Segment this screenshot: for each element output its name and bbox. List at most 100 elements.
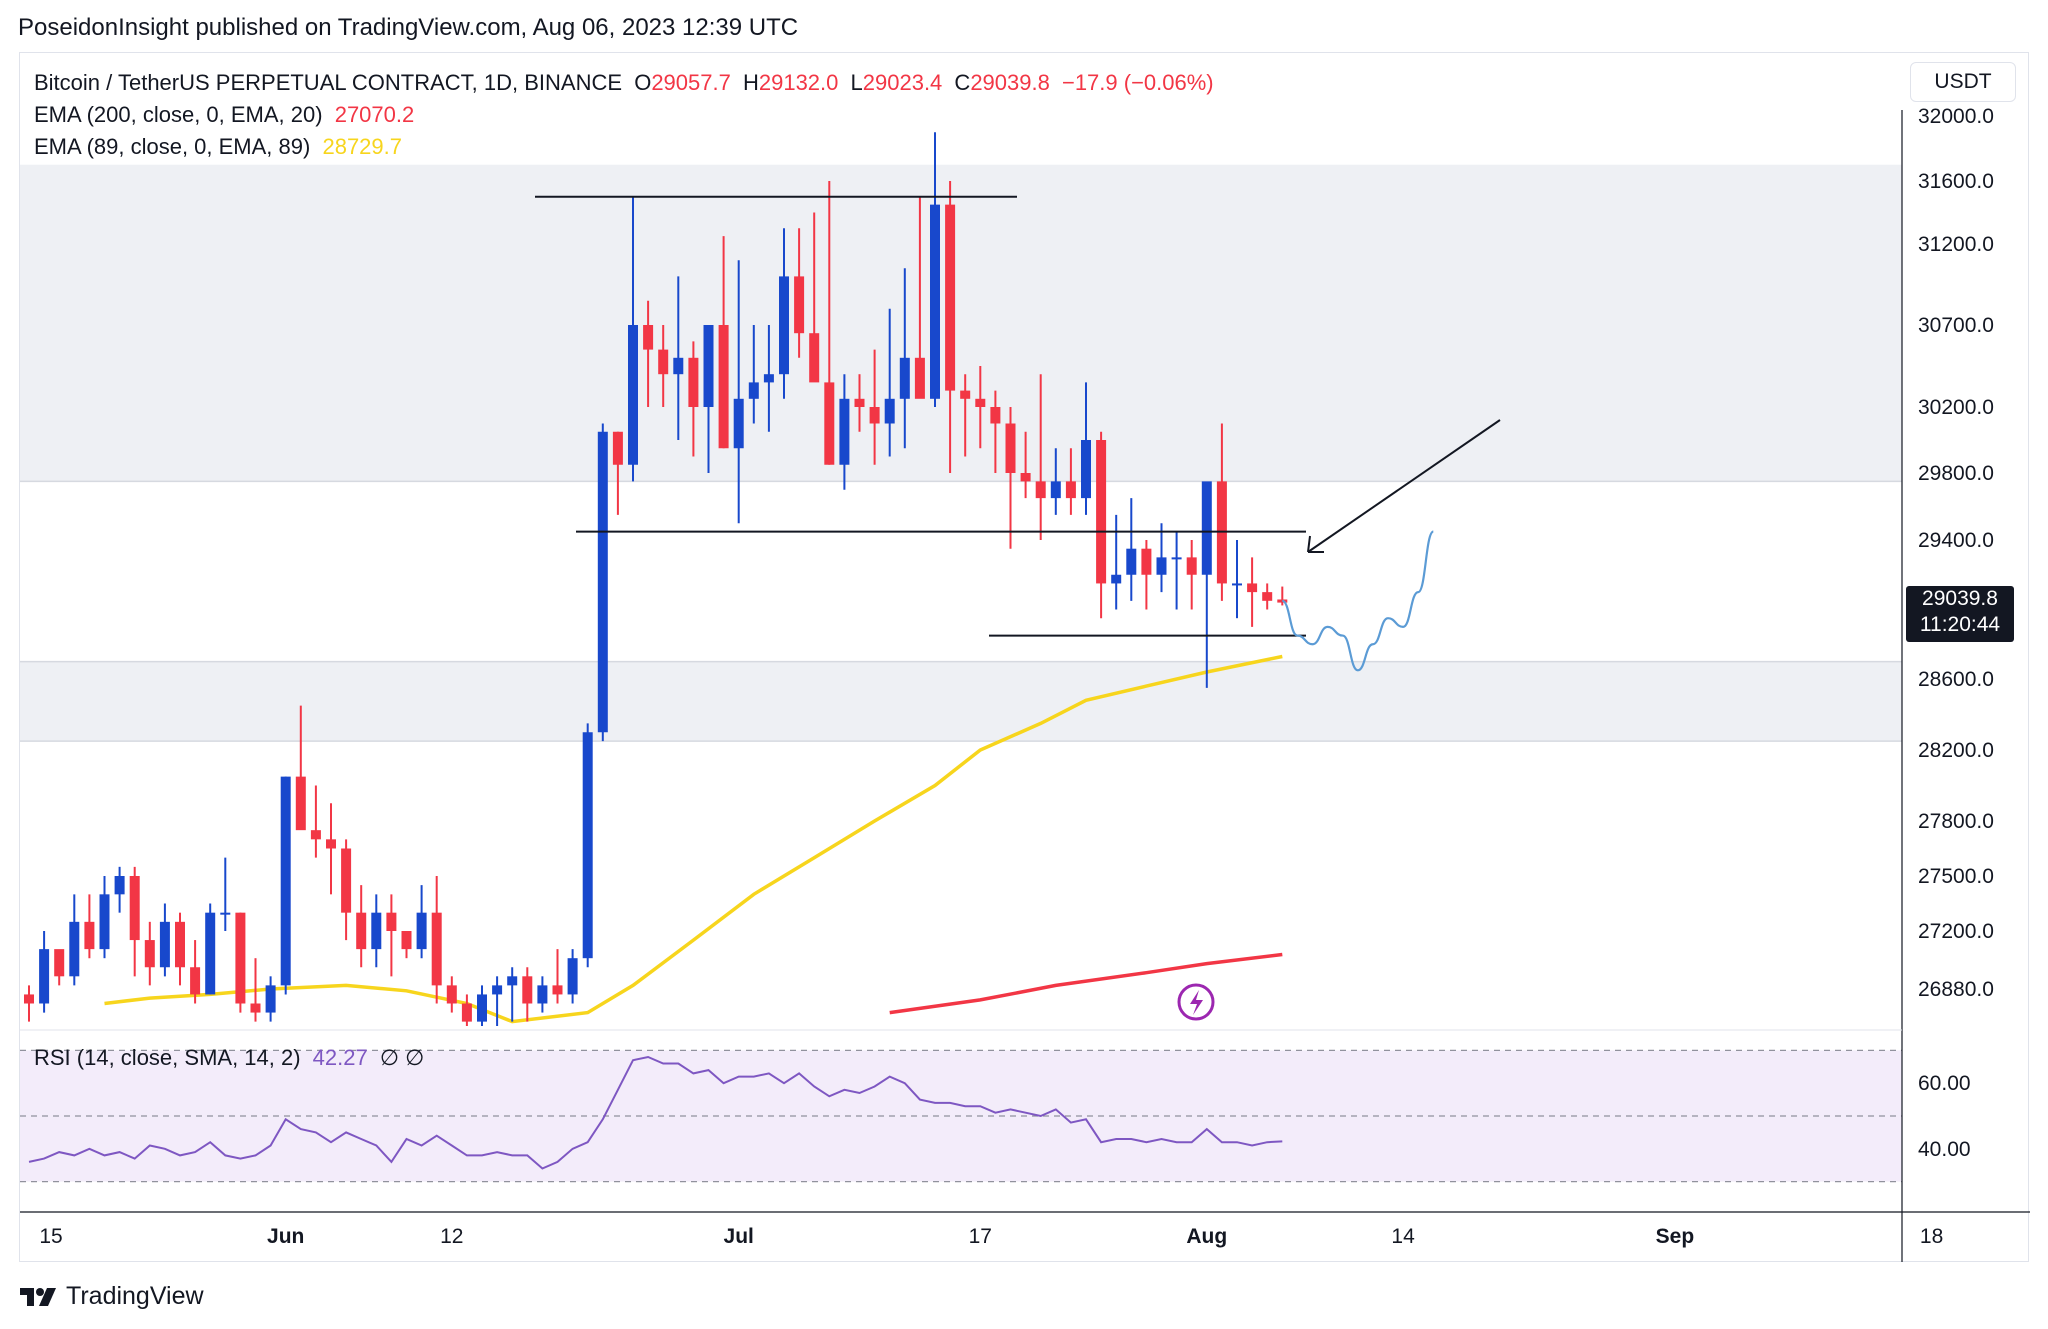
candle-body (446, 985, 457, 1004)
ema89-line (104, 654, 1283, 1024)
candle (597, 423, 608, 742)
candle-body (114, 876, 125, 895)
arrow-head (1307, 535, 1324, 553)
bar-countdown: 11:20:44 (1919, 613, 2001, 636)
arrow-line (1307, 419, 1501, 553)
candle-body (612, 431, 623, 465)
candle (54, 949, 65, 986)
candle-body (310, 830, 321, 840)
candle-body (763, 374, 774, 383)
ema89-legend[interactable]: EMA (89, close, 0, EMA, 89) 28729.7 (34, 134, 408, 160)
candle-body (839, 398, 850, 465)
price-axis-tick: 27800.0 (1918, 810, 1994, 833)
rsi-axis-tick: 60.00 (1918, 1072, 1971, 1095)
candle-body (1232, 583, 1242, 586)
candle-body (99, 894, 110, 950)
brand-name: TradingView (66, 1282, 204, 1310)
lightning-icon-bolt (1190, 990, 1203, 1015)
candle-body (69, 921, 80, 977)
tradingview-brand[interactable]: TradingView (20, 1282, 204, 1311)
candle-body (809, 333, 820, 383)
price-axis-tick: 31200.0 (1918, 233, 1994, 256)
low-value: 29023.4 (862, 70, 943, 95)
candle (341, 839, 352, 941)
ema200-legend[interactable]: EMA (200, close, 0, EMA, 20) 27070.2 (34, 102, 420, 128)
candle (205, 903, 216, 995)
candle-body (1111, 574, 1122, 584)
high-value: 29132.0 (758, 70, 839, 95)
candle-body (295, 776, 306, 831)
candle (794, 228, 805, 358)
candle-body (884, 398, 895, 424)
candle (280, 776, 291, 995)
currency-button[interactable]: USDT (1910, 62, 2016, 102)
candle-body (1262, 592, 1273, 601)
candle (809, 212, 820, 383)
candle (643, 300, 654, 407)
projection-path (1281, 530, 1435, 672)
candle-body (416, 912, 427, 950)
open-value: 29057.7 (651, 70, 731, 95)
candle (990, 390, 1001, 473)
candle-body (371, 912, 382, 950)
candle-body (1050, 481, 1061, 499)
candle-body (492, 985, 503, 995)
candle (1171, 531, 1182, 610)
candle-body (341, 848, 352, 913)
candle (688, 341, 699, 457)
candle (1035, 374, 1046, 540)
candle-body (175, 921, 185, 968)
ema200-label: EMA (200, close, 0, EMA, 20) (34, 102, 323, 127)
price-axis-tick: 26880.0 (1918, 978, 1994, 1001)
candle (884, 308, 895, 457)
candle (477, 985, 487, 1026)
change-value: −17.9 (−0.06%) (1061, 70, 1214, 95)
candle-body (1201, 481, 1212, 575)
candle-body (144, 940, 155, 968)
candle (1050, 448, 1061, 515)
candle-body (84, 921, 95, 950)
time-axis-tick: Jul (724, 1225, 754, 1248)
rsi-legend[interactable]: RSI (14, close, SMA, 14, 2) 42.27 ∅ ∅ (34, 1045, 430, 1071)
symbol-name: Bitcoin / TetherUS PERPETUAL CONTRACT, 1… (34, 70, 623, 95)
candle-body (326, 839, 336, 849)
candle-body (356, 912, 367, 950)
lightning-icon (1177, 983, 1215, 1021)
candle (190, 940, 201, 1004)
candle (492, 976, 503, 1026)
price-axis-tick: 32000.0 (1918, 105, 1994, 128)
candle (250, 958, 261, 1022)
candle (1156, 523, 1167, 593)
candle-body (1081, 440, 1091, 499)
candle-body (703, 325, 714, 407)
price-axis-tick: 29400.0 (1918, 529, 1994, 552)
candle-body (386, 912, 397, 931)
candle (220, 857, 231, 931)
candle-body (461, 1003, 472, 1022)
candle (235, 912, 246, 1013)
candle (1141, 540, 1152, 610)
candle-body (628, 325, 638, 465)
candle-body (1156, 557, 1167, 575)
price-axis-tick: 30700.0 (1918, 314, 1994, 337)
candle (779, 228, 789, 399)
candle-body (567, 958, 578, 995)
candle-body (477, 994, 487, 1022)
candle (522, 967, 533, 1022)
last-price-tag: 29039.8 11:20:44 (1906, 586, 2014, 642)
price-axis-tick: 29800.0 (1918, 462, 1994, 485)
candle-body (960, 390, 971, 399)
ema200-value: 27070.2 (334, 102, 415, 127)
candle (703, 325, 714, 473)
rsi-line (28, 1055, 1283, 1170)
candle (839, 374, 850, 490)
time-axis-tick: Jun (267, 1225, 304, 1248)
candle (507, 967, 518, 1022)
time-axis-tick: 17 (969, 1225, 992, 1248)
candle-body (24, 994, 34, 1004)
candle (1186, 540, 1197, 610)
candle-body (733, 398, 744, 449)
candle (159, 903, 170, 977)
candle-body (899, 357, 910, 399)
